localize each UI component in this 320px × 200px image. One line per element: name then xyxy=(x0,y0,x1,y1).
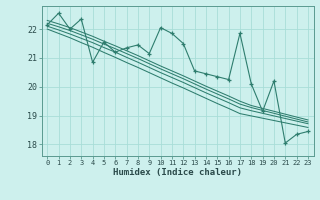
X-axis label: Humidex (Indice chaleur): Humidex (Indice chaleur) xyxy=(113,168,242,177)
